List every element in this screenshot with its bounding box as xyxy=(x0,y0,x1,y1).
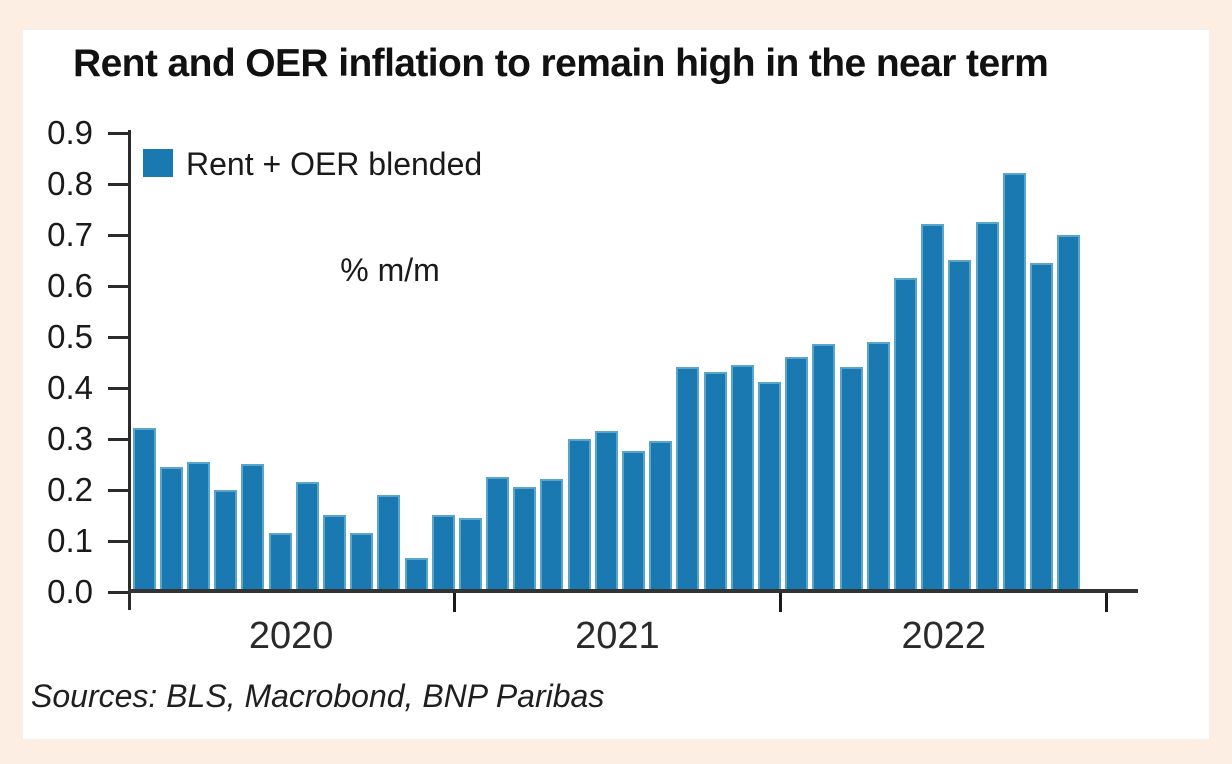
y-axis-tick-label: 0.0 xyxy=(47,573,93,610)
y-axis-tick-label: 0.4 xyxy=(47,369,93,406)
bar xyxy=(676,367,700,589)
x-axis-year-tick xyxy=(452,593,456,612)
y-axis-line xyxy=(128,130,131,610)
bar xyxy=(540,479,564,589)
bar xyxy=(214,489,238,589)
y-axis-tick-label: 0.2 xyxy=(47,471,93,508)
bar xyxy=(486,476,510,589)
bar xyxy=(785,356,809,589)
y-axis-tick-label: 0.9 xyxy=(47,114,93,151)
bar xyxy=(758,382,781,589)
x-axis-year-label: 2022 xyxy=(901,615,987,657)
legend-label: Rent + OER blended xyxy=(186,146,483,182)
bar xyxy=(703,372,727,589)
x-axis-year-tick xyxy=(1105,593,1109,612)
y-axis-tick xyxy=(108,182,128,186)
y-axis-tick xyxy=(108,386,128,390)
y-axis-tick xyxy=(108,284,128,288)
bar xyxy=(948,260,972,589)
bar xyxy=(404,558,428,589)
x-axis-year-label: 2021 xyxy=(575,615,660,657)
x-axis-line xyxy=(128,589,1138,593)
bar xyxy=(458,517,482,589)
y-axis-tick xyxy=(108,335,128,339)
y-axis-tick-label: 0.7 xyxy=(47,216,93,253)
y-axis-tick xyxy=(108,131,128,135)
bar xyxy=(893,277,917,589)
chart-title: Rent and OER inflation to remain high in… xyxy=(73,42,1049,85)
bar xyxy=(649,441,673,589)
bar xyxy=(350,532,374,589)
y-axis-tick-label: 0.8 xyxy=(47,165,93,202)
legend-swatch-icon xyxy=(143,149,173,177)
bar xyxy=(322,515,346,589)
x-axis-year-label: 2020 xyxy=(248,615,334,657)
bar xyxy=(268,532,292,589)
bar xyxy=(1057,234,1081,589)
y-axis-tick xyxy=(108,590,128,594)
bar xyxy=(132,428,156,589)
plot-area: 0.0 0.1 0.2 0.3 0.4 0.5 0.6 0.7 0.8 0.9 2020 2021 2… xyxy=(23,30,1209,739)
bar xyxy=(377,494,401,589)
bar xyxy=(295,481,319,589)
bar xyxy=(594,430,618,589)
bar xyxy=(431,515,455,589)
bar xyxy=(812,344,836,589)
y-axis-tick-label: 0.6 xyxy=(47,267,93,304)
bar xyxy=(567,438,591,589)
y-axis-tick-label: 0.3 xyxy=(47,420,93,457)
sources-note: Sources: BLS, Macrobond, BNP Paribas xyxy=(31,678,605,714)
x-axis-year-tick xyxy=(779,593,783,612)
bar xyxy=(975,221,999,589)
bar xyxy=(1029,262,1053,589)
bar xyxy=(730,364,754,589)
unit-label: % m/m xyxy=(340,252,440,288)
bar xyxy=(241,464,265,589)
y-axis-tick xyxy=(108,488,128,492)
bar xyxy=(159,466,183,589)
bar xyxy=(513,487,537,589)
chart-card: Rent and OER inflation to remain high in… xyxy=(23,30,1209,739)
bar xyxy=(839,367,863,589)
y-axis-tick-label: 0.5 xyxy=(47,318,93,355)
bar xyxy=(186,461,210,589)
y-axis-tick xyxy=(108,233,128,237)
y-axis-tick xyxy=(108,539,128,543)
bar xyxy=(1002,173,1026,589)
y-axis-tick xyxy=(108,437,128,441)
bar xyxy=(622,451,646,589)
bar xyxy=(866,341,890,589)
bar xyxy=(921,224,945,589)
y-axis-tick-label: 0.1 xyxy=(47,522,93,559)
